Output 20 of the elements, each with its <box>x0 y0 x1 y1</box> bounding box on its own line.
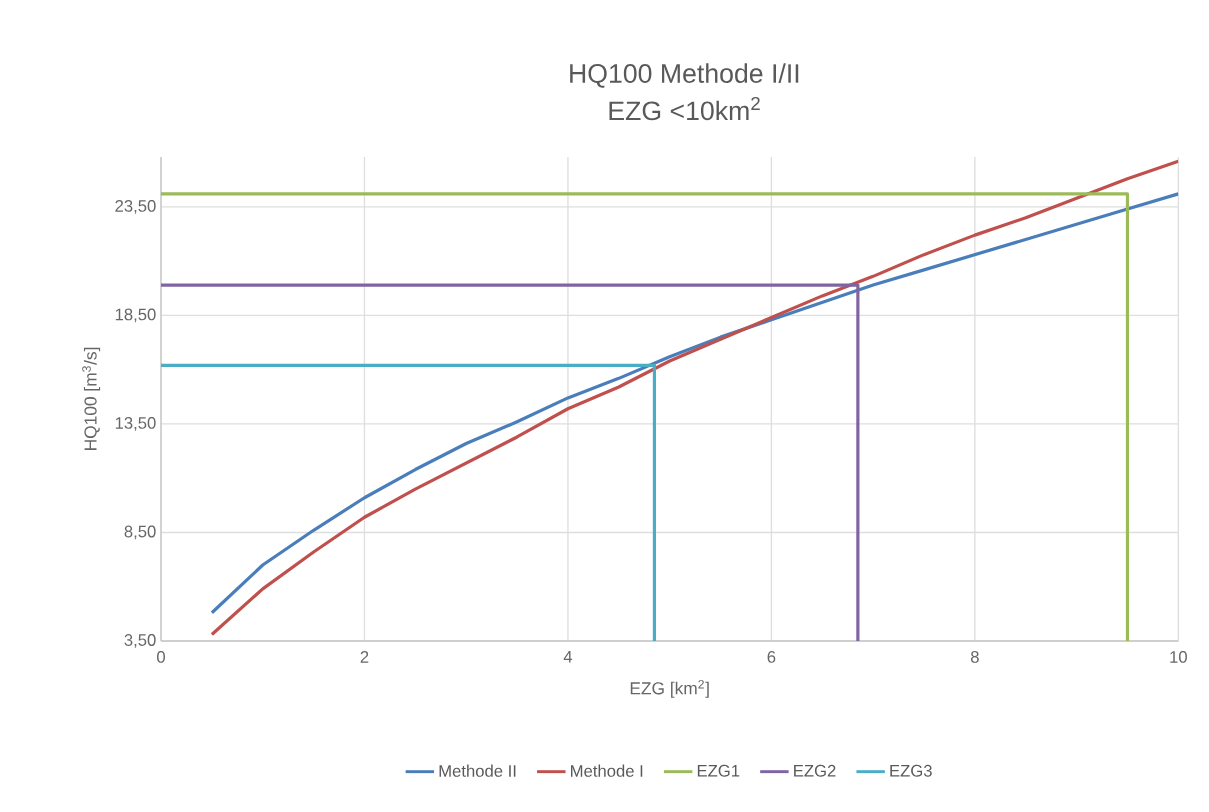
legend-label: Methode II <box>439 764 516 777</box>
x-tick-label: 0 <box>157 651 165 663</box>
x-tick-label: 10 <box>1170 651 1187 663</box>
legend-label: EZG2 <box>794 764 836 777</box>
x-axis-title: EZG [km$^{2}$] <box>630 679 709 698</box>
y-tick-label: 8,50 <box>124 525 156 540</box>
y-tick-label: 3,50 <box>124 634 156 648</box>
y-tick-label: 23,50 <box>115 200 156 214</box>
y-axis-title: HQ100 [m$^{3}$/s] <box>82 347 101 450</box>
y-tick-label: 13,50 <box>115 417 156 431</box>
chart-subtitle: EZG <10km$^{2}$ <box>609 96 760 121</box>
x-tick-label: 2 <box>360 651 369 663</box>
chart-title: HQ100 Methode I/II <box>570 63 799 88</box>
legend-label: EZG3 <box>890 764 932 777</box>
x-tick-label: 6 <box>767 651 776 663</box>
legend-label: Methode I <box>571 764 643 777</box>
x-tick-label: 4 <box>563 651 573 663</box>
y-tick-label: 18,50 <box>115 308 156 323</box>
legend-label: EZG1 <box>697 764 740 777</box>
x-tick-label: 8 <box>970 651 979 663</box>
